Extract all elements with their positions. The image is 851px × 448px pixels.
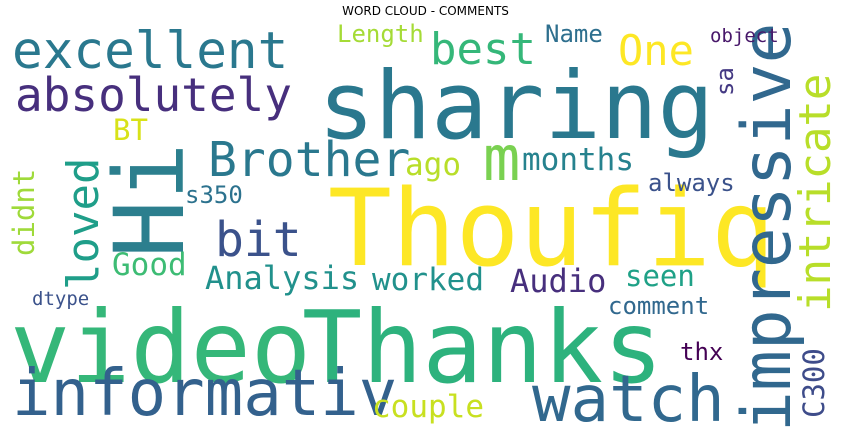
word-absolutely: absolutely: [15, 68, 292, 122]
word-m: m: [483, 122, 521, 195]
word-always: always: [648, 169, 735, 197]
word-dtype: dtype: [32, 288, 90, 310]
word-intricate: intricate: [790, 73, 841, 312]
word-didnt: didnt: [7, 168, 41, 256]
word-name: Name: [545, 20, 603, 48]
word-comment: comment: [608, 292, 710, 320]
word-excellent: excellent: [12, 22, 289, 81]
word-watch: watch: [532, 363, 725, 437]
word-hi: Hi: [94, 142, 206, 258]
word-good: Good: [112, 247, 187, 283]
word-seen: seen: [625, 259, 695, 293]
word-months: months: [522, 142, 634, 178]
word-thoufiq: Thoufiq: [328, 167, 775, 290]
word-bit: bit: [215, 212, 302, 268]
word-thanks: Thanks: [302, 289, 664, 406]
word-bt: BT: [113, 113, 148, 147]
word-sa: sa: [711, 67, 739, 96]
word-informativ: informativ: [12, 357, 398, 431]
word-loved: loved: [58, 157, 109, 290]
word-couple: couple: [372, 389, 484, 425]
word-ago: ago: [405, 147, 461, 183]
word-analysis: Analysis: [205, 259, 360, 297]
word-video: video: [10, 289, 312, 406]
word-sharing: sharing: [318, 52, 715, 161]
chart-title: WORD CLOUD - COMMENTS: [342, 4, 509, 18]
word-object: object: [710, 25, 779, 47]
word-brother: Brother: [208, 132, 411, 188]
word-one: One: [618, 26, 694, 75]
word-length: Length: [337, 20, 424, 48]
word-worked: worked: [372, 262, 484, 298]
word-s350: s350: [185, 181, 243, 209]
word-c300: C300: [797, 348, 831, 418]
word-audio: Audio: [510, 262, 607, 300]
word-best: best: [430, 24, 536, 75]
word-thx: thx: [680, 338, 724, 366]
